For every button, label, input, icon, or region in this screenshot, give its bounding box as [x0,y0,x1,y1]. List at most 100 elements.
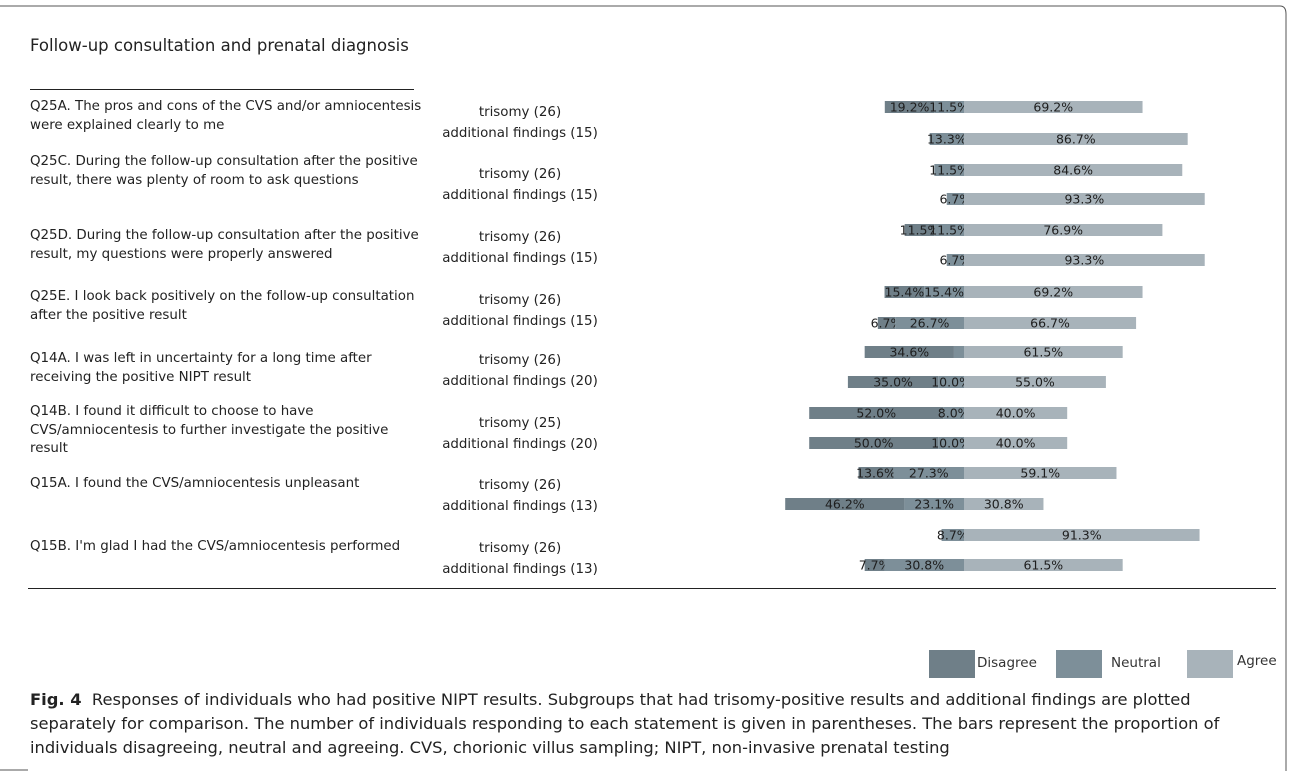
bar-value-label: 11.5% [929,100,969,115]
bar-disagree [858,467,894,479]
bar-value-label: 69.2% [1033,285,1073,300]
bar-value-label: 46.2% [825,497,865,512]
legend-swatch-neutral [1056,650,1102,678]
bar-value-label: 15.4% [924,285,964,300]
bar-value-label: 93.3% [1064,253,1104,268]
bar-neutral [941,529,964,541]
bar-agree [964,193,1205,205]
bar-value-label: 26.7% [910,316,950,331]
bar-agree [964,346,1123,358]
bar-value-label: 13.3% [927,132,967,147]
bar-value-label: 86.7% [1056,132,1096,147]
bar-agree [964,101,1143,113]
bar-neutral [884,559,964,571]
caption-label: Fig. 4 [30,690,82,709]
bar-value-label: 59.1% [1020,466,1060,481]
bar-value-label: 93.3% [1064,192,1104,207]
question-text: Q25A. The pros and cons of the CVS and/o… [30,99,422,133]
bar-disagree [864,559,885,571]
legend-label-disagree: Disagree [977,655,1037,671]
bar-neutral [904,498,964,510]
bar-value-label: 34.6% [889,345,929,360]
bar-neutral [953,346,964,358]
bar-agree [964,407,1068,419]
section-title-rule [30,89,414,90]
caption-text: Responses of individuals who had positiv… [30,690,1220,757]
question-text: Q25E. I look back positively on the foll… [30,289,415,323]
bar-neutral [895,317,964,329]
bar-disagree [809,437,939,449]
group-label: additional findings (15) [442,251,598,266]
question-text: Q14B. I found it difficult to choose to … [30,404,389,456]
bar-neutral [946,193,964,205]
bar-value-label: 52.0% [856,406,896,421]
bar-value-label: 23.1% [914,497,954,512]
bar-agree [964,254,1205,266]
bar-value-label: 7.7% [859,558,891,573]
bar-value-label: 91.3% [1062,528,1102,543]
group-label: additional findings (15) [442,188,598,203]
bar-value-label: 6.7% [939,192,971,207]
bar-agree [964,437,1068,449]
question-text: Q15A. I found the CVS/amniocentesis unpl… [30,476,360,491]
group-label: additional findings (15) [442,126,598,141]
bar-agree [964,224,1163,236]
bar-disagree [884,286,925,298]
group-label: trisomy (26) [478,293,562,308]
group-label: additional findings (13) [442,562,598,577]
bar-agree [964,164,1183,176]
bar-disagree [809,407,944,419]
group-label: additional findings (15) [442,314,598,329]
group-label: trisomy (26) [478,105,562,120]
question-text: Q25C. During the follow-up consultation … [30,154,418,188]
bar-neutral [938,437,964,449]
question-text: Q25D. During the follow-up consultation … [30,228,419,262]
group-label: trisomy (25) [478,416,562,431]
group-label: trisomy (26) [478,353,562,368]
bar-neutral [934,101,964,113]
bar-agree [964,317,1137,329]
bar-disagree [864,346,954,358]
group-label: additional findings (20) [442,437,598,452]
figure-caption: Fig. 4 Responses of individuals who had … [30,688,1280,760]
group-label: additional findings (13) [442,499,598,514]
bar-agree [964,133,1188,145]
bar-value-label: 30.8% [984,497,1024,512]
bar-agree [964,498,1044,510]
table-bottom-rule [28,588,1276,589]
group-label: additional findings (20) [442,374,598,389]
bar-neutral [934,224,964,236]
bar-agree [964,286,1143,298]
group-label: trisomy (26) [478,167,562,182]
bar-value-label: 40.0% [996,406,1036,421]
bar-neutral [893,467,964,479]
bar-value-label: 27.3% [909,466,949,481]
bar-value-label: 8.0% [938,406,970,421]
bar-neutral [929,133,964,145]
question-text: Q14A. I was left in uncertainty for a lo… [30,351,372,385]
bar-value-label: 50.0% [854,436,894,451]
legend-swatch-agree [1187,650,1233,678]
bar-value-label: 10.0% [931,375,971,390]
diverging-bar-chart: 19.2% 11.5% 69.2%13.3% 86.7%11.5% 84.6%6.7% 9… [785,100,1205,573]
bar-neutral [924,286,964,298]
bar-neutral [946,254,964,266]
bar-disagree [785,498,905,510]
bar-value-label: 6.7% [871,316,903,331]
group-label: trisomy (26) [478,478,562,493]
bar-value-label: 11.5% [929,163,969,178]
bar-value-label: 6.7% [939,253,971,268]
bar-agree [964,559,1123,571]
bar-value-label: 13.6% [856,466,896,481]
bar-disagree [904,224,935,236]
bar-value-label: 11.5% [929,223,969,238]
bar-agree [964,529,1200,541]
bar-value-label: 69.2% [1033,100,1073,115]
bar-value-label: 30.8% [904,558,944,573]
bar-disagree [877,317,896,329]
bar-disagree [847,376,939,388]
group-label: trisomy (26) [478,230,562,245]
bar-value-label: 11.5% [900,223,940,238]
bar-value-label: 10.0% [931,436,971,451]
